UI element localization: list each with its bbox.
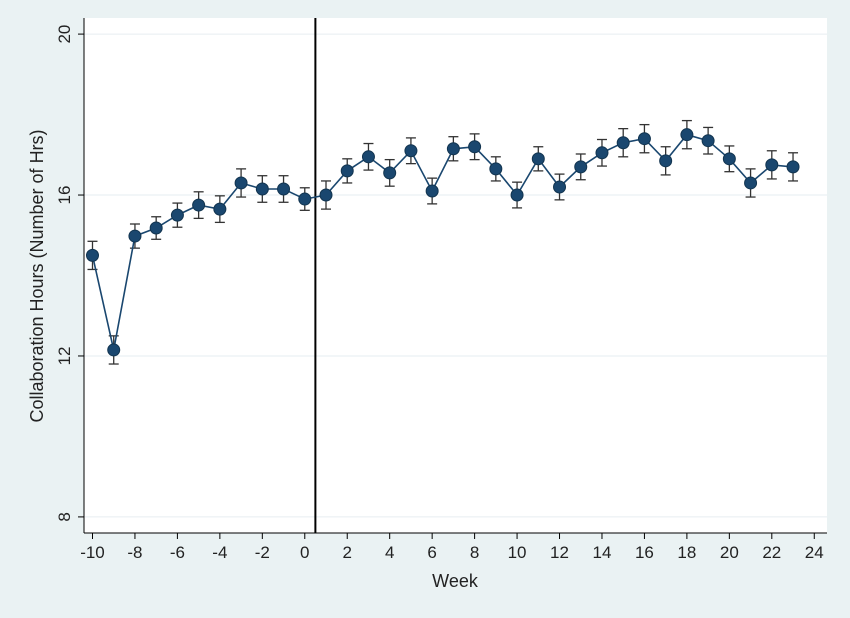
data-point-21 <box>531 152 545 166</box>
y-ticks: 8 12 16 20 <box>55 25 84 522</box>
data-point-8 <box>255 182 269 196</box>
data-point-28 <box>680 128 694 142</box>
x-tick-label-15: 20 <box>720 543 739 562</box>
y-axis-title: Collaboration Hours (Number of Hrs) <box>27 129 47 422</box>
data-point-10 <box>298 192 312 206</box>
data-point-15 <box>404 144 418 158</box>
y-tick-label-1: 12 <box>55 347 74 366</box>
x-tick-label-1: -8 <box>127 543 142 562</box>
plot-area <box>84 18 827 533</box>
data-point-25 <box>616 136 630 150</box>
data-point-26 <box>637 132 651 146</box>
axes <box>83 18 827 534</box>
data-point-30 <box>722 152 736 166</box>
data-point-33 <box>786 160 800 174</box>
x-ticks: -10 -8 -6 -4 -2 0 2 4 6 8 10 12 14 16 18 20 22 24 <box>80 533 824 562</box>
data-point-18 <box>468 140 482 154</box>
data-point-4 <box>170 208 184 222</box>
x-tick-label-13: 16 <box>635 543 654 562</box>
gridlines <box>84 33 827 518</box>
data-point-5 <box>192 198 206 212</box>
x-tick-label-3: -4 <box>212 543 227 562</box>
data-point-22 <box>553 180 567 194</box>
data-point-17 <box>446 142 460 156</box>
y-tick-label-0: 8 <box>55 512 74 521</box>
x-tick-label-0: -10 <box>80 543 105 562</box>
x-tick-label-11: 12 <box>550 543 569 562</box>
x-tick-label-8: 6 <box>427 543 436 562</box>
x-tick-label-17: 24 <box>805 543 824 562</box>
data-point-11 <box>319 188 333 202</box>
data-point-12 <box>340 164 354 178</box>
x-tick-label-9: 8 <box>470 543 479 562</box>
x-tick-label-7: 4 <box>385 543 394 562</box>
data-point-1 <box>107 343 121 357</box>
data-point-16 <box>425 184 439 198</box>
x-tick-label-6: 2 <box>342 543 351 562</box>
data-point-6 <box>213 202 227 216</box>
x-tick-label-4: -2 <box>255 543 270 562</box>
data-point-9 <box>277 182 291 196</box>
y-tick-label-3: 20 <box>55 25 74 44</box>
data-point-7 <box>234 176 248 190</box>
data-point-0 <box>85 248 99 262</box>
data-point-31 <box>744 176 758 190</box>
data-point-32 <box>765 158 779 172</box>
data-points <box>85 128 800 357</box>
data-point-19 <box>489 162 503 176</box>
x-tick-label-14: 18 <box>677 543 696 562</box>
x-tick-label-16: 22 <box>762 543 781 562</box>
data-point-3 <box>149 221 163 235</box>
data-point-27 <box>659 154 673 168</box>
x-tick-label-10: 10 <box>508 543 527 562</box>
data-point-13 <box>361 150 375 164</box>
data-point-2 <box>128 229 142 243</box>
x-tick-label-2: -6 <box>170 543 185 562</box>
y-tick-label-2: 16 <box>55 186 74 205</box>
data-point-23 <box>574 160 588 174</box>
data-point-29 <box>701 134 715 148</box>
series-line <box>91 133 794 351</box>
x-tick-label-12: 14 <box>593 543 612 562</box>
x-axis-title: Week <box>432 571 479 591</box>
data-point-24 <box>595 146 609 160</box>
data-point-20 <box>510 188 524 202</box>
data-point-14 <box>383 166 397 180</box>
x-tick-label-5: 0 <box>300 543 309 562</box>
